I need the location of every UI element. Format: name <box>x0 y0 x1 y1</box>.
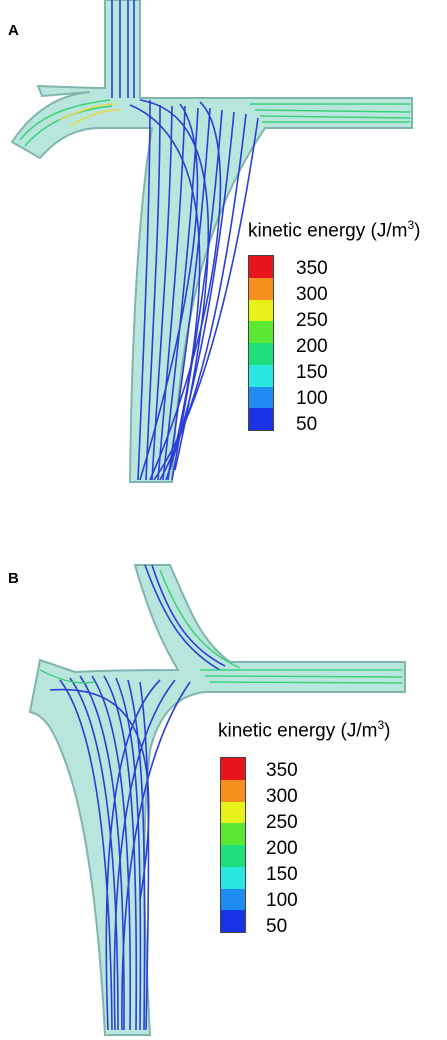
legend-tick-250-a: 250 <box>296 310 328 331</box>
color-scale-segment <box>249 386 273 409</box>
color-scale-segment <box>221 823 245 845</box>
legend-tick-100-b: 100 <box>266 890 298 911</box>
legend-tick-300-a: 300 <box>296 284 328 305</box>
legend-title-b: kinetic energy (J/m3) <box>218 718 391 742</box>
streamlines-a <box>111 0 259 481</box>
color-scale-segment <box>249 299 273 322</box>
legend-tick-250-b: 250 <box>266 812 298 833</box>
vessel-shape-a <box>10 0 413 483</box>
legend-tick-200-b: 200 <box>266 838 298 859</box>
panel-b: B kinetic energy (J/m3) 350 300 250 200 … <box>0 520 447 1040</box>
legend-tick-50-a: 50 <box>296 414 318 435</box>
color-scale-segment <box>249 364 273 387</box>
color-scale-segment <box>221 888 245 911</box>
legend-tick-50-b: 50 <box>266 916 288 937</box>
streamlines-b <box>49 564 226 1031</box>
vessel-diagram-a <box>10 0 413 483</box>
legend-tick-150-b: 150 <box>266 864 298 885</box>
color-scale-segment <box>249 256 273 278</box>
legend-tick-200-a: 200 <box>296 336 328 357</box>
color-scale-segment <box>249 277 273 300</box>
legend-tick-350-a: 350 <box>296 258 328 279</box>
legend-title-a: kinetic energy (J/m3) <box>248 218 421 242</box>
vessel-shape-b <box>28 564 406 1036</box>
color-scale-segment <box>221 758 245 780</box>
color-scale-segment <box>221 801 245 824</box>
color-scale-bar-a <box>248 255 274 431</box>
legend-tick-350-b: 350 <box>266 760 298 781</box>
panel-a: A kinetic energy (J/m <box>8 0 421 483</box>
fast-streamlines-b <box>39 569 403 684</box>
vessel-diagram-b <box>28 564 406 1036</box>
legend-tick-100-a: 100 <box>296 388 328 409</box>
color-scale-segment <box>221 910 245 932</box>
color-scale-segment <box>249 321 273 343</box>
color-scale-segment <box>249 408 273 430</box>
color-scale-segment <box>221 779 245 802</box>
fast-streamlines-a <box>19 99 411 147</box>
legend-tick-150-a: 150 <box>296 362 328 383</box>
color-scale-segment <box>221 845 245 867</box>
panel-label-a: A <box>8 22 19 39</box>
panel-label-b: B <box>8 570 19 587</box>
color-scale-segment <box>221 866 245 889</box>
legend-tick-300-b: 300 <box>266 786 298 807</box>
hot-streamlines-a <box>59 103 121 127</box>
color-scale-segment <box>249 343 273 365</box>
color-scale-bar-b <box>220 757 246 933</box>
